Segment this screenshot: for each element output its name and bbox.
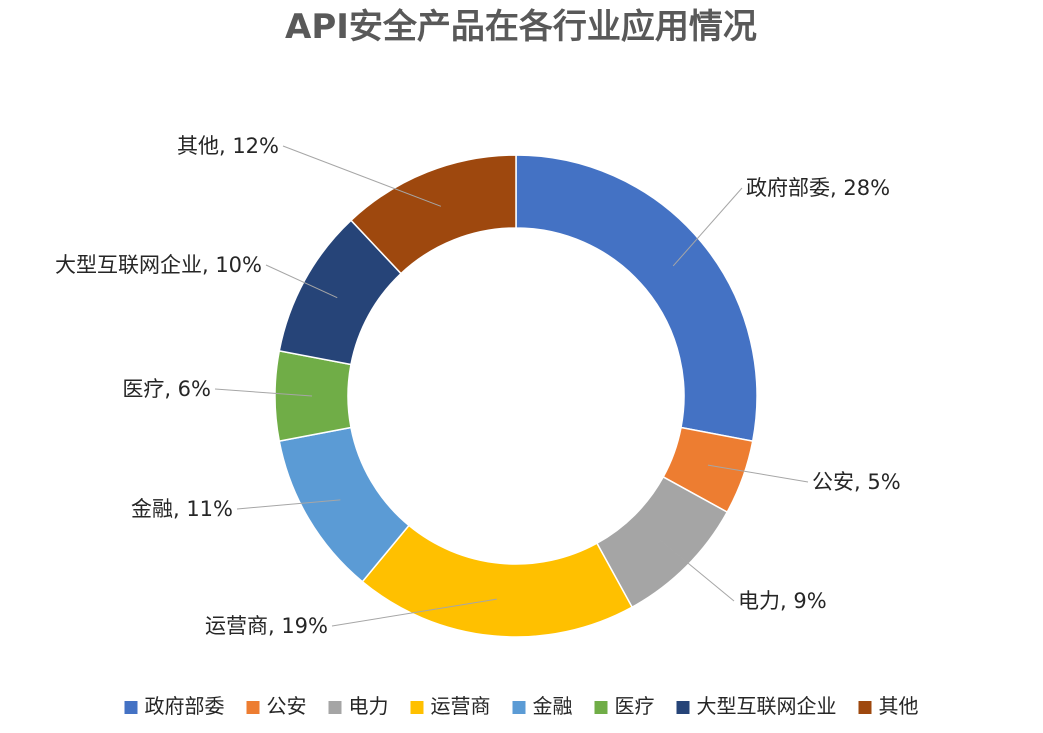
slice-1-arc	[515, 154, 758, 443]
legend-swatch-5	[512, 701, 526, 714]
legend-swatch-6	[594, 701, 608, 714]
legend-item-2: 公安	[246, 694, 307, 718]
slice-4-arc	[361, 524, 634, 638]
legend-item-7: 大型互联网企业	[676, 694, 837, 718]
leader-lines	[214, 145, 809, 627]
legend-label-6: 医疗	[615, 694, 655, 718]
legend-swatch-2	[246, 701, 260, 714]
slice-2-data-label: 公安, 5%	[812, 470, 901, 494]
legend-item-1: 政府部委	[124, 694, 225, 718]
donut-slices	[274, 154, 758, 638]
legend-label-2: 公安	[267, 694, 307, 718]
legend-label-4: 运营商	[431, 694, 491, 718]
legend-item-8: 其他	[858, 694, 919, 718]
slice-7-data-label: 大型互联网企业, 10%	[55, 253, 262, 277]
slice-8-data-label: 其他, 12%	[177, 134, 279, 158]
legend-label-1: 政府部委	[145, 694, 225, 718]
legend-label-3: 电力	[349, 694, 389, 718]
legend-label-7: 大型互联网企业	[697, 694, 837, 718]
slice-6-leader-line	[214, 388, 313, 397]
legend-label-8: 其他	[879, 694, 919, 718]
legend-label-5: 金融	[533, 694, 573, 718]
slice-3-data-label: 电力, 9%	[738, 589, 827, 613]
legend-swatch-1	[124, 701, 138, 714]
slice-4-data-label: 运营商, 19%	[205, 614, 328, 638]
legend-item-4: 运营商	[410, 694, 491, 718]
slice-5-leader-line	[236, 499, 341, 510]
slice-6-arc	[274, 349, 352, 443]
chart-title: API安全产品在各行业应用情况	[285, 7, 757, 47]
legend-item-5: 金融	[512, 694, 573, 718]
legend-item-3: 电力	[328, 694, 389, 718]
legend-swatch-3	[328, 701, 342, 714]
legend: 政府部委 公安 电力 运营商 金融 医疗 大型互联网企业 其他	[124, 694, 919, 718]
slice-5-data-label: 金融, 11%	[131, 497, 233, 521]
slice-1-leader-line	[672, 187, 743, 267]
slice-8-arc	[349, 154, 517, 275]
slice-1-data-label: 政府部委, 28%	[746, 176, 890, 200]
legend-item-6: 医疗	[594, 694, 655, 718]
slice-7-leader-line	[265, 264, 338, 299]
slice-2-leader-line	[707, 464, 809, 483]
legend-swatch-4	[410, 701, 424, 714]
slice-8-leader-line	[282, 145, 442, 207]
slice-6-data-label: 医疗, 6%	[122, 377, 211, 401]
legend-swatch-7	[676, 701, 690, 714]
slice-4-leader-line	[331, 598, 497, 627]
data-labels: 政府部委, 28% 公安, 5% 电力, 9% 运营商, 19% 金融, 11% 医疗, …	[55, 134, 901, 638]
legend-swatch-8	[858, 701, 872, 714]
slice-3-leader-line	[659, 539, 735, 602]
